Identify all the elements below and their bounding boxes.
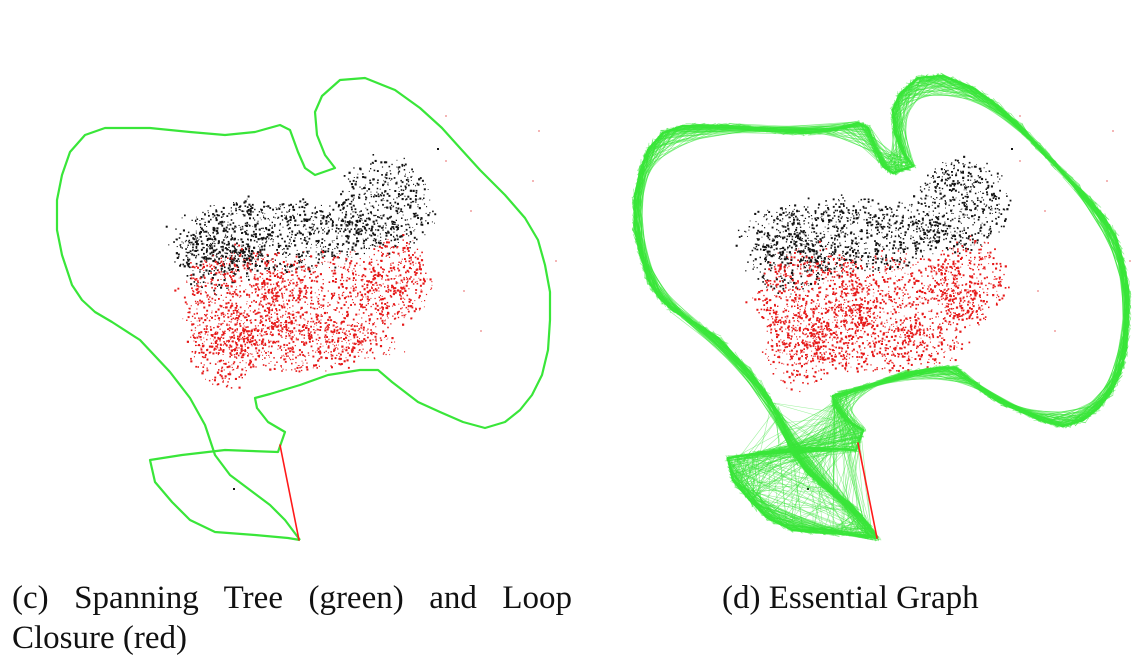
spanning-tree-graph — [55, 76, 557, 542]
panel-essential-graph — [574, 0, 1148, 555]
map-points — [165, 115, 557, 490]
loop-closure-edge — [279, 444, 300, 541]
spanning-tree-edges — [55, 76, 552, 542]
map-points — [735, 115, 1131, 490]
loop-closure-edge — [857, 442, 878, 539]
essential-graph-edges — [631, 72, 1132, 542]
caption-essential-graph: (d) Essential Graph — [722, 580, 979, 616]
essential-graph — [631, 72, 1132, 542]
panel-spanning-tree — [0, 0, 574, 555]
caption-spanning-tree: (c) Spanning Tree (green) and Loop Closu… — [12, 580, 572, 656]
